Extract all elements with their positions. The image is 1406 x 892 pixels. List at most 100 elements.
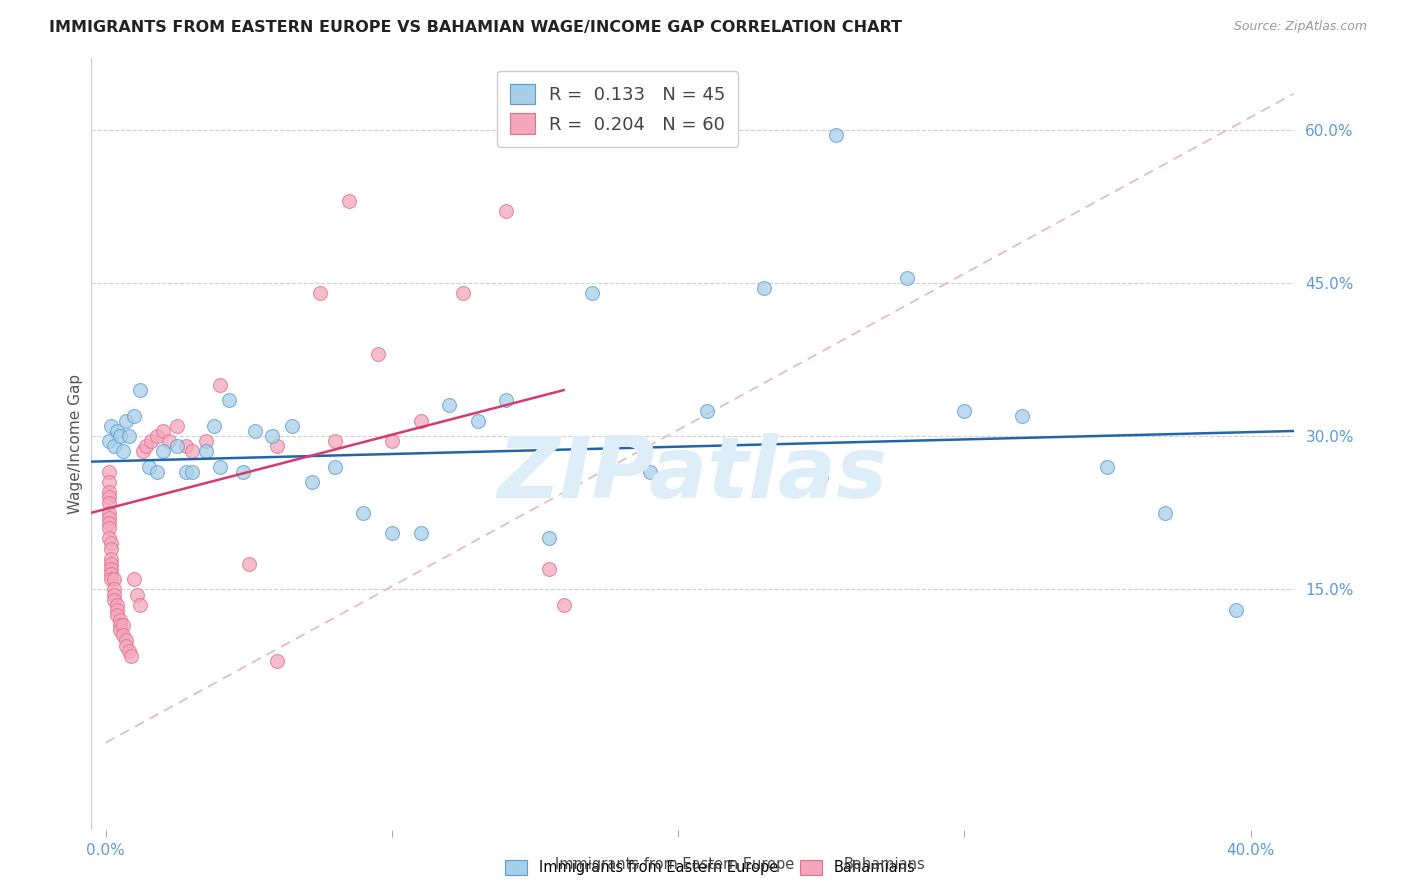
Point <box>323 459 346 474</box>
Point <box>105 598 128 612</box>
Point <box>232 465 254 479</box>
Point <box>194 444 217 458</box>
Legend: Immigrants from Eastern Europe, Bahamians: Immigrants from Eastern Europe, Bahamian… <box>499 854 921 881</box>
Point <box>97 495 120 509</box>
Point <box>97 506 120 520</box>
Point <box>157 434 180 449</box>
Point <box>381 434 404 449</box>
Point <box>141 434 163 449</box>
Point <box>103 592 125 607</box>
Point <box>437 399 460 413</box>
Point <box>108 618 131 632</box>
Point <box>111 444 134 458</box>
Point <box>111 628 134 642</box>
Point <box>103 439 125 453</box>
Point <box>166 418 188 433</box>
Point <box>538 531 561 545</box>
Point <box>209 459 232 474</box>
Point <box>114 639 136 653</box>
Point <box>243 424 266 438</box>
Point <box>127 587 149 601</box>
Point <box>100 557 122 571</box>
Point <box>194 434 217 449</box>
Point <box>180 444 202 458</box>
Point <box>352 506 374 520</box>
Point <box>238 557 260 571</box>
Point <box>138 459 160 474</box>
Point <box>103 587 125 601</box>
Point <box>696 403 718 417</box>
Point <box>120 648 143 663</box>
Point <box>538 562 561 576</box>
Point <box>111 618 134 632</box>
Point <box>97 521 120 535</box>
Point <box>124 572 146 586</box>
Point <box>752 281 775 295</box>
Point <box>97 531 120 545</box>
Point <box>152 424 174 438</box>
Point <box>100 562 122 576</box>
Point <box>97 475 120 489</box>
Point <box>108 429 131 443</box>
Point <box>108 624 131 638</box>
Point <box>135 439 157 453</box>
Point <box>174 465 197 479</box>
Point <box>1097 459 1119 474</box>
Text: Source: ZipAtlas.com: Source: ZipAtlas.com <box>1233 20 1367 33</box>
Point <box>367 347 389 361</box>
Point <box>266 654 288 668</box>
Legend: R =  0.133   N = 45, R =  0.204   N = 60: R = 0.133 N = 45, R = 0.204 N = 60 <box>498 70 738 147</box>
Point <box>117 429 139 443</box>
Point <box>467 414 489 428</box>
Point <box>638 465 661 479</box>
Point <box>105 607 128 622</box>
Point <box>97 434 120 449</box>
Point <box>553 598 575 612</box>
Point <box>166 439 188 453</box>
Point <box>100 541 122 556</box>
Point <box>174 439 197 453</box>
Point <box>1225 603 1247 617</box>
Point <box>953 403 976 417</box>
Text: ZIPatlas: ZIPatlas <box>498 434 887 516</box>
Point <box>117 644 139 658</box>
Point <box>495 393 517 408</box>
Point <box>810 470 832 484</box>
Point <box>1011 409 1033 423</box>
Point <box>409 414 432 428</box>
Point <box>581 286 603 301</box>
Point <box>180 465 202 479</box>
Point <box>124 409 146 423</box>
Point <box>381 526 404 541</box>
Point <box>495 204 517 219</box>
Point <box>260 429 283 443</box>
Point <box>896 270 918 285</box>
Point <box>824 128 846 142</box>
Point <box>100 551 122 566</box>
Point <box>97 511 120 525</box>
Point <box>146 429 169 443</box>
Point <box>97 516 120 530</box>
Point <box>453 286 475 301</box>
Point <box>266 439 288 453</box>
Point <box>105 424 128 438</box>
Point <box>103 572 125 586</box>
Point <box>323 434 346 449</box>
Text: IMMIGRANTS FROM EASTERN EUROPE VS BAHAMIAN WAGE/INCOME GAP CORRELATION CHART: IMMIGRANTS FROM EASTERN EUROPE VS BAHAMI… <box>49 20 903 35</box>
Point <box>337 194 360 208</box>
Point <box>114 633 136 648</box>
Point <box>100 418 122 433</box>
Point <box>103 582 125 597</box>
Point <box>209 378 232 392</box>
Point <box>1153 506 1175 520</box>
Point <box>100 567 122 582</box>
Text: Bahamians: Bahamians <box>844 857 925 872</box>
Point <box>146 465 169 479</box>
Point <box>108 613 131 627</box>
Point <box>301 475 323 489</box>
Point <box>129 598 152 612</box>
Point <box>100 572 122 586</box>
Point <box>100 536 122 550</box>
Point <box>132 444 155 458</box>
Point <box>409 526 432 541</box>
